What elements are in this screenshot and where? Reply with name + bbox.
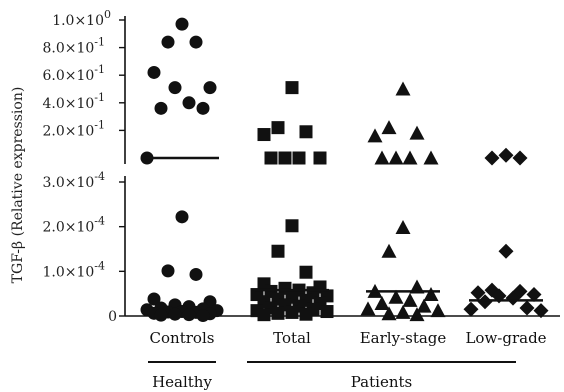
data-point [203,81,217,95]
data-point [299,307,313,321]
data-point [416,298,432,313]
data-point [264,151,278,165]
data-point [182,96,196,110]
data-point [154,101,168,115]
data-point [285,305,299,319]
data-point [395,304,411,319]
data-point [278,151,292,165]
data-point [168,307,182,321]
data-point [463,301,479,317]
data-point [175,210,189,224]
data-point [271,306,285,320]
upper-tick-label: 8.0×10-1 [42,36,105,57]
data-point [182,308,196,322]
axes-layer [119,16,560,317]
data-point [388,150,404,165]
group-label: Healthy [152,373,212,391]
data-point [498,147,514,163]
median-lines-layer [145,156,543,302]
data-point [175,17,189,31]
data-point [512,150,528,166]
data-point [147,292,161,306]
data-point [161,35,175,49]
data-point [154,308,168,322]
data-point [161,264,175,278]
data-point [484,150,500,166]
data-point [257,308,271,322]
data-point [395,81,411,96]
upper-tick-label: 2.0×10-1 [42,118,105,139]
data-point [367,128,383,143]
upper-tick-label: 4.0×10-1 [42,91,105,112]
data-point [299,125,313,139]
lower-tick-label: 0 [108,309,117,325]
data-point [388,289,404,304]
category-label: Total [273,329,311,347]
data-point [257,128,271,142]
data-point [168,81,182,95]
lower-tick-label: 1.0×10-4 [42,259,105,280]
data-point [505,290,521,306]
data-point [320,305,334,319]
data-point [409,307,425,322]
data-point [374,150,390,165]
data-point [196,101,210,115]
data-point [360,301,376,316]
data-point [381,306,397,321]
data-point [519,300,535,316]
data-point [409,125,425,140]
data-point [477,294,493,310]
data-point [423,150,439,165]
data-points-layer [140,17,549,323]
data-point [189,35,203,49]
data-point [147,65,161,79]
data-point [395,220,411,235]
data-point [285,219,299,233]
data-point [470,285,486,301]
data-point [374,295,390,310]
group-label: Patients [351,373,412,391]
data-point [271,244,285,258]
data-point [533,303,549,319]
data-point [189,267,203,281]
data-point [271,121,285,135]
data-point [409,279,425,294]
upper-tick-label: 1.0×100 [52,8,111,29]
tick-labels-layer: 1.0×100 8.0×10-1 6.0×10-1 4.0×10-1 2.0×10-1 3… [42,8,117,325]
category-labels-layer: Controls Total Early-stage Low-grade Healthy… [148,329,547,391]
data-point [299,265,313,279]
data-point [430,303,446,318]
upper-tick-label: 6.0×10-1 [42,63,105,84]
data-point [526,287,542,303]
y-axis-title: TGF-β (Relative expression) [10,87,26,284]
category-label: Early-stage [360,329,447,347]
data-point [498,243,514,259]
category-label: Low-grade [465,329,546,347]
data-point [423,287,439,302]
category-label: Controls [150,329,215,347]
data-point [292,151,306,165]
data-point [313,151,327,165]
data-point [381,120,397,135]
data-point [196,309,210,323]
lower-tick-label: 2.0×10-4 [42,215,105,236]
data-point [285,81,299,95]
lower-tick-label: 3.0×10-4 [42,170,105,191]
data-point [402,150,418,165]
data-point [381,243,397,258]
data-point [402,292,418,307]
